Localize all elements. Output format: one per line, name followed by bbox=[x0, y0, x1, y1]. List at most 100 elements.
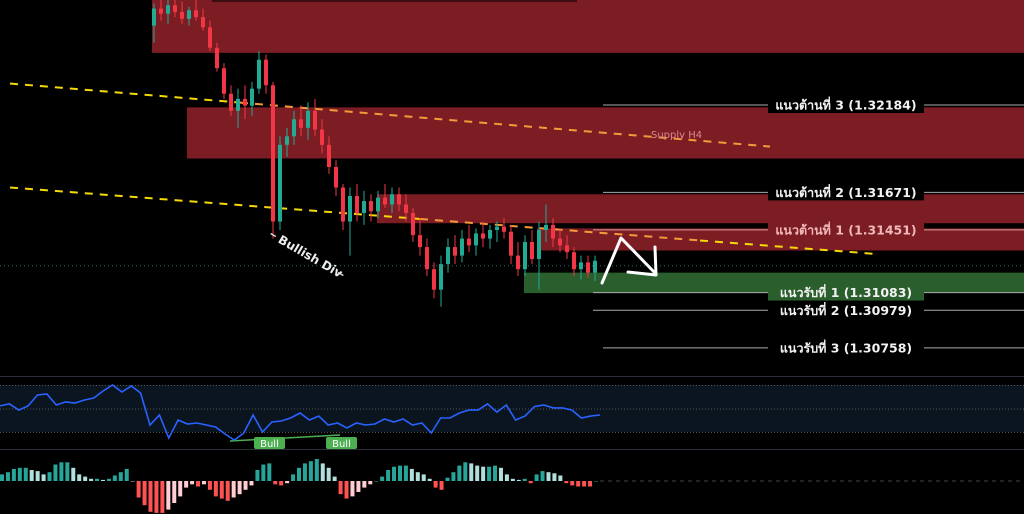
histogram-bar bbox=[178, 481, 183, 497]
supply-zone[interactable] bbox=[377, 194, 1024, 224]
histogram-bar bbox=[582, 481, 587, 487]
histogram-bar bbox=[546, 472, 551, 481]
histogram-bar bbox=[225, 481, 230, 501]
candle-body bbox=[194, 10, 198, 18]
histogram-bar bbox=[160, 481, 165, 513]
level-label: แนวรับที่ 2 (1.30979) bbox=[780, 302, 912, 318]
candle bbox=[180, 1, 184, 24]
histogram-bar bbox=[469, 463, 474, 481]
histogram-bar bbox=[261, 464, 266, 481]
candle bbox=[362, 190, 366, 225]
candle bbox=[397, 187, 401, 212]
histogram-bar bbox=[510, 478, 515, 481]
candle-body bbox=[278, 144, 282, 222]
histogram-bar bbox=[118, 472, 123, 481]
candle-body bbox=[579, 262, 583, 270]
candle bbox=[488, 224, 492, 249]
candle-body bbox=[306, 110, 310, 128]
level-label-bg bbox=[768, 97, 924, 113]
histogram-bar bbox=[136, 481, 141, 498]
candle bbox=[229, 85, 233, 116]
histogram-bar bbox=[570, 481, 575, 486]
histogram-bar bbox=[558, 475, 563, 481]
level-line[interactable]: แนวต้านที่ 2 (1.31671) bbox=[603, 184, 1024, 201]
candle-body bbox=[292, 119, 296, 137]
histogram-bar bbox=[493, 465, 498, 481]
level-line[interactable]: แนวรับที่ 3 (1.30758) bbox=[603, 339, 1024, 356]
histogram-bar bbox=[190, 481, 195, 485]
candle bbox=[285, 127, 289, 157]
candle bbox=[586, 255, 590, 278]
histogram-bar bbox=[17, 467, 22, 481]
candle bbox=[306, 102, 310, 140]
histogram-bar bbox=[35, 471, 40, 481]
candle bbox=[355, 184, 359, 222]
histogram-bar bbox=[273, 481, 278, 485]
level-line[interactable]: แนวรับที่ 2 (1.30979) bbox=[593, 302, 1024, 319]
histogram-bar bbox=[142, 481, 147, 506]
candle-body bbox=[537, 230, 541, 260]
supply-zone[interactable] bbox=[152, 0, 1024, 53]
candle bbox=[565, 235, 569, 260]
level-label-bg bbox=[768, 339, 924, 356]
level-line[interactable]: แนวต้านที่ 1 (1.31451) bbox=[593, 221, 1024, 238]
candle-body bbox=[334, 167, 338, 188]
supply-h4-label: Supply H4 bbox=[651, 130, 702, 141]
histogram-bar bbox=[184, 481, 189, 488]
histogram-bar bbox=[172, 481, 177, 503]
candle-body bbox=[271, 85, 275, 222]
candle bbox=[593, 255, 597, 282]
candle-body bbox=[551, 224, 555, 239]
level-line[interactable]: แนวรับที่ 1 (1.31083) bbox=[593, 284, 1024, 301]
candle bbox=[334, 160, 338, 196]
candle bbox=[299, 105, 303, 137]
level-label: แนวต้านที่ 3 (1.32184) bbox=[775, 97, 916, 113]
candle-body bbox=[390, 194, 394, 205]
histogram-bar bbox=[100, 479, 105, 481]
candle-body bbox=[201, 17, 205, 28]
histogram-bar bbox=[397, 465, 402, 481]
trendline-yellow[interactable] bbox=[9, 82, 241, 104]
candle bbox=[481, 221, 485, 248]
candle-body bbox=[166, 5, 170, 14]
candle bbox=[166, 0, 170, 24]
candle-body bbox=[544, 224, 548, 231]
candle-body bbox=[530, 241, 534, 260]
histogram-bar bbox=[130, 481, 135, 482]
candle bbox=[509, 224, 513, 265]
candle bbox=[271, 81, 275, 239]
candle bbox=[453, 235, 457, 265]
candle-body bbox=[229, 93, 233, 111]
level-label-bg bbox=[768, 221, 924, 238]
candle-body bbox=[467, 238, 471, 246]
candle bbox=[292, 110, 296, 145]
rsi-divergence-line bbox=[229, 434, 341, 442]
histogram-bar bbox=[308, 461, 313, 481]
histogram-bar bbox=[83, 476, 88, 481]
candle bbox=[222, 63, 226, 99]
candles-layer bbox=[152, 0, 597, 307]
candle bbox=[341, 184, 345, 231]
histogram-bar bbox=[427, 478, 432, 481]
candle-body bbox=[180, 11, 184, 19]
candle-body bbox=[586, 262, 590, 273]
candle-body bbox=[397, 194, 401, 205]
histogram-bar bbox=[237, 481, 242, 495]
candle-body bbox=[411, 213, 415, 236]
histogram-bar bbox=[368, 481, 373, 485]
level-label-bg bbox=[768, 302, 924, 319]
candle bbox=[418, 218, 422, 256]
candle bbox=[215, 42, 219, 72]
candle-body bbox=[481, 233, 485, 239]
level-line[interactable]: แนวต้านที่ 3 (1.32184) bbox=[603, 97, 1024, 114]
candle-body bbox=[208, 27, 212, 48]
candle bbox=[348, 187, 352, 256]
histogram-bar bbox=[166, 481, 171, 510]
histogram-bar bbox=[320, 463, 325, 481]
candle-body bbox=[502, 226, 506, 232]
candle-body bbox=[418, 235, 422, 248]
histogram-bar bbox=[213, 481, 218, 497]
candle bbox=[264, 54, 268, 94]
histogram-bar bbox=[285, 481, 290, 484]
